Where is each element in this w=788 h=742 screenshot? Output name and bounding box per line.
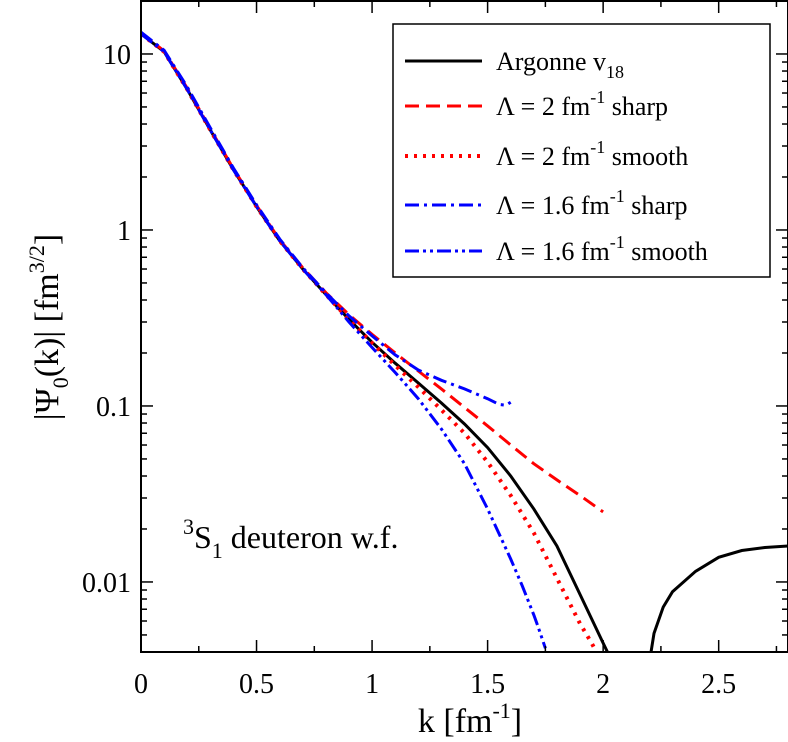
legend-label-lambda16-smooth: Λ = 1.6 fm-1 smooth: [496, 232, 708, 266]
x-tick-label: 1: [365, 669, 379, 700]
x-tick-label: 2: [596, 669, 610, 700]
y-tick-label: 0.01: [82, 568, 131, 599]
series-line-5: [141, 32, 547, 649]
legend-label-lambda2-smooth: Λ = 2 fm-1 smooth: [496, 137, 688, 171]
series-line-4: [141, 31, 512, 407]
x-tick-label: 2.5: [701, 669, 736, 700]
x-axis-label: k [fm-1]: [418, 698, 522, 740]
y-axis-label: |Ψ0(k)| [fm3/2]: [24, 234, 73, 420]
legend-entry-lambda2-smooth: Λ = 2 fm-1 smooth: [405, 137, 688, 171]
y-tick-label: 0.1: [96, 392, 131, 423]
legend-entry-lambda2-sharp: Λ = 2 fm-1 sharp: [405, 87, 668, 121]
legend-label-argonne: Argonne v18: [496, 47, 624, 82]
legend-entry-lambda16-sharp: Λ = 1.6 fm-1 sharp: [405, 186, 688, 220]
legend-label-lambda16-sharp: Λ = 1.6 fm-1 sharp: [496, 186, 688, 220]
annotation: 3S1 deuteron w.f.: [183, 514, 398, 563]
plot-frame: [140, 0, 788, 653]
series-line-1: [649, 544, 788, 652]
y-tick-label: 10: [103, 40, 131, 71]
tick-layer: 0 0.5 1 1.5 2 2.5 10 1 0.1 0.01: [82, 0, 788, 700]
legend-label-lambda2-sharp: Λ = 2 fm-1 sharp: [496, 87, 668, 121]
legend-box: [392, 23, 771, 278]
legend-entry-argonne: Argonne v18: [405, 47, 624, 82]
x-tick-label: 1.5: [470, 669, 505, 700]
y-tick-label: 1: [117, 216, 131, 247]
legend-entry-lambda16-smooth: Λ = 1.6 fm-1 smooth: [405, 232, 708, 266]
series-layer: [141, 31, 788, 652]
x-tick-label: 0.5: [239, 669, 274, 700]
legend: Argonne v18 Λ = 2 fm-1 sharp Λ = 2 fm-1 …: [392, 23, 771, 278]
x-tick-label: 0: [134, 669, 148, 700]
